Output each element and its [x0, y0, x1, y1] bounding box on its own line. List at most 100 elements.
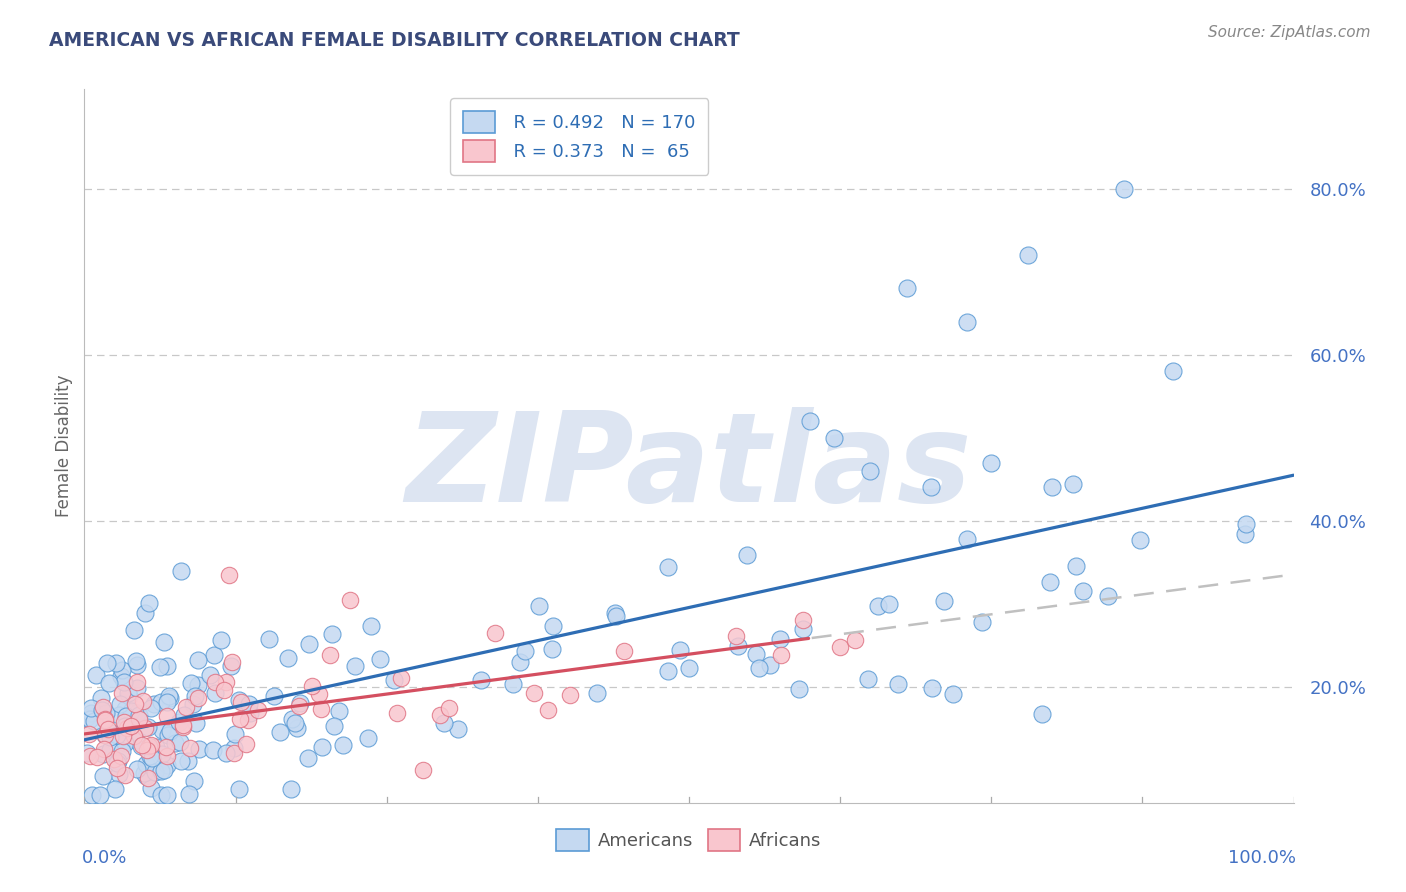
Point: [956, 533, 979, 547]
Point: [280, 781, 302, 796]
Point: [114, 736, 136, 750]
Point: [110, 669, 132, 683]
Point: [135, 756, 157, 771]
Point: [281, 712, 304, 726]
Point: [343, 659, 366, 673]
Point: [214, 683, 236, 698]
Point: [844, 632, 866, 647]
Point: [204, 686, 226, 700]
Point: [896, 281, 918, 295]
Point: [201, 743, 224, 757]
Point: [758, 657, 780, 672]
Point: [86, 749, 108, 764]
Point: [96, 656, 118, 670]
Point: [515, 644, 537, 658]
Point: [149, 764, 172, 779]
Point: [769, 632, 792, 646]
Point: [79, 748, 101, 763]
Point: [866, 599, 889, 613]
Point: [120, 704, 142, 718]
Point: [277, 650, 299, 665]
Point: [828, 640, 851, 654]
Point: [412, 763, 434, 777]
Point: [1097, 590, 1119, 604]
Point: [114, 719, 136, 733]
Point: [75, 711, 97, 725]
Point: [110, 748, 132, 763]
Point: [179, 741, 201, 756]
Point: [183, 773, 205, 788]
Point: [124, 624, 146, 638]
Point: [657, 560, 679, 574]
Point: [484, 625, 506, 640]
Point: [509, 655, 531, 669]
Point: [921, 681, 943, 695]
Point: [139, 701, 162, 715]
Point: [150, 723, 173, 738]
Point: [156, 695, 179, 709]
Point: [141, 751, 163, 765]
Point: [311, 739, 333, 754]
Point: [124, 697, 146, 711]
Point: [523, 685, 546, 699]
Point: [136, 720, 159, 734]
Point: [1062, 476, 1084, 491]
Point: [111, 686, 134, 700]
Point: [107, 754, 129, 768]
Point: [114, 768, 136, 782]
Point: [298, 636, 321, 650]
Point: [169, 735, 191, 749]
Point: [287, 721, 309, 735]
Point: [389, 671, 412, 685]
Point: [447, 722, 470, 736]
Point: [269, 724, 291, 739]
Point: [339, 592, 361, 607]
Point: [1064, 558, 1087, 573]
Point: [920, 481, 942, 495]
Point: [105, 756, 128, 771]
Point: [108, 697, 131, 711]
Point: [145, 739, 167, 754]
Legend: Americans, Africans: Americans, Africans: [550, 822, 828, 858]
Point: [541, 619, 564, 633]
Point: [1017, 248, 1039, 262]
Point: [657, 664, 679, 678]
Y-axis label: Female Disability: Female Disability: [55, 375, 73, 517]
Point: [94, 729, 117, 743]
Point: [157, 728, 180, 742]
Point: [156, 659, 179, 673]
Point: [437, 701, 460, 715]
Point: [668, 643, 690, 657]
Point: [288, 696, 311, 710]
Point: [1039, 574, 1062, 589]
Point: [97, 722, 120, 736]
Point: [80, 788, 103, 802]
Point: [128, 708, 150, 723]
Point: [169, 754, 191, 768]
Point: [91, 700, 114, 714]
Point: [470, 673, 492, 687]
Point: [323, 719, 346, 733]
Point: [122, 729, 145, 743]
Point: [309, 701, 332, 715]
Point: [127, 674, 149, 689]
Point: [229, 712, 252, 726]
Point: [748, 661, 770, 675]
Text: 0.0%: 0.0%: [82, 849, 128, 867]
Point: [183, 689, 205, 703]
Point: [157, 689, 180, 703]
Point: [115, 708, 138, 723]
Point: [239, 706, 262, 720]
Point: [1040, 481, 1063, 495]
Point: [155, 739, 177, 754]
Point: [877, 598, 900, 612]
Point: [111, 729, 134, 743]
Point: [527, 599, 550, 614]
Point: [541, 642, 564, 657]
Point: [502, 676, 524, 690]
Point: [139, 741, 162, 756]
Point: [125, 658, 148, 673]
Text: ZIPatlas: ZIPatlas: [406, 407, 972, 528]
Point: [170, 564, 193, 578]
Point: [238, 698, 260, 712]
